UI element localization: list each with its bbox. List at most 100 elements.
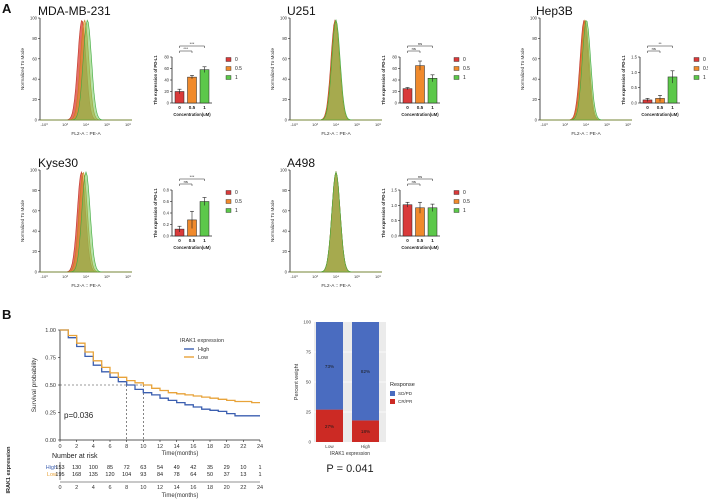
u251-bar-ytick-label: 0 [395,101,398,106]
risk-cell: 85 [107,465,113,471]
risk-cell: 84 [157,472,163,478]
u251-bar-category-label: 0.5 [417,105,424,110]
risk-cell: 1 [258,472,261,478]
hep3b-bar-category-label: 0.5 [657,105,664,110]
mda-flow-y-label: Normalized To Mode [20,48,25,90]
risk-cell: 130 [72,465,81,471]
risk-xtick-label: 12 [157,485,163,491]
u251-bar-legend-label: 1 [463,75,466,81]
risk-cell: 13 [240,472,246,478]
risk-xtick-label: 24 [257,485,263,491]
kyse30-bar-y-label: The expression of PD-L1 [153,188,158,238]
risk-cell: 72 [124,465,130,471]
a498-flow-xtick-label: 10⁵ [354,274,360,279]
km-curve-high [60,329,260,417]
a498-flow-histogram-2 [290,170,382,273]
panel-letter-a: A [2,1,12,16]
kyse30-bar-legend-swatch [225,190,232,195]
a498-bar-sig-bracket [407,183,421,186]
kyse30-flow-ytick-label: 100 [30,168,38,173]
a498-bar-bar-0 [402,204,413,237]
risk-xtick-label: 22 [240,485,246,491]
risk-cell: 35 [207,465,213,471]
hep3b-bar-legend-swatch [693,75,700,80]
a498-bar-sig-bracket [407,178,433,181]
risk-x-label: Time(months) [162,493,199,499]
hep3b-bar-legend-label: 1 [703,75,706,81]
mda-bar-legend-label: 1 [235,75,238,81]
u251-flow-ytick-label: 0 [285,118,288,123]
a498-bar-ytick-label: 0.0 [391,234,397,239]
kyse30-flow-xtick-label: -10³ [40,274,48,279]
risk-cell: 49 [174,465,180,471]
flow-title-hep3b: Hep3B [536,4,573,18]
risk-cell: 195 [55,472,64,478]
hep3b-bar-ytick-label: 0.5 [631,85,637,90]
km-curve-low [60,329,260,404]
stack-segment-label: 73% [325,364,334,369]
a498-flow-xtick-label: 10⁶ [375,274,381,279]
a498-flow-ytick-label: 20 [282,249,287,254]
stack-category-label: Low [325,444,334,449]
u251-flow-x-label: FL2-A :: PE-A [321,131,351,137]
a498-bar-legend-label: 0 [463,190,466,196]
hep3b-bar-legend-label: 0.5 [703,66,708,72]
hep3b-bar-sig-bracket [647,45,673,48]
hep3b-bar-ytick-label: 0.0 [631,101,637,106]
km-xtick-label: 2 [75,444,78,450]
mda-bar-bar-0.5 [187,76,197,104]
mda-flow-histogram-2 [40,19,132,121]
hep3b-flow-xtick-label: 10⁵ [604,122,610,127]
risk-xtick-label: 16 [190,485,196,491]
hep3b-bar-category-label: 1 [671,105,674,110]
mda-bar-category-label: 0 [178,105,181,110]
mda-flow-ytick-label: 100 [30,16,38,21]
flow-title-u251: U251 [287,4,316,18]
a498-bar-ytick-label: 1.0 [391,203,397,208]
u251-flow-ytick-label: 20 [282,97,287,102]
a498-bar-y-label: The expression of PD-L1 [381,188,386,238]
u251-bar-ytick-label: 40 [392,78,397,83]
stack-segment-label: 27% [325,424,334,429]
risk-cell: 135 [89,472,98,478]
mda-bar-ytick-label: 0 [167,101,170,106]
kyse30-flow-ytick-label: 40 [32,229,37,234]
a498-bar-legend-label: 0.5 [463,199,470,205]
stack-segment-sd-pd [352,322,379,421]
kyse30-bar-sig-bracket [179,183,193,186]
mda-bar-sig-label: *** [190,41,195,46]
hep3b-bar-ytick-label: 1.0 [631,70,637,75]
u251-bar-legend-label: 0.5 [463,66,470,72]
kyse30-bar-bar-1 [199,201,210,237]
u251-bar-y-label: The expression of PD-L1 [381,55,386,105]
kyse30-flow-ytick-label: 60 [32,208,37,213]
kyse30-bar-legend-swatch [225,208,232,213]
kyse30-bar-ytick-label: 0.0 [163,234,169,239]
flow-title-mda: MDA-MB-231 [38,4,111,18]
mda-flow-ytick-label: 40 [32,77,37,82]
mda-flow-ytick-label: 0 [35,118,38,123]
u251-bar-bar-1 [427,78,438,104]
risk-cell: 78 [174,472,180,478]
km-xtick-label: 18 [207,444,213,450]
u251-bar-sig-bracket [407,45,433,48]
mda-bar-ytick-label: 40 [164,78,169,83]
u251-flow-ytick-label: 80 [282,36,287,41]
kyse30-flow-ytick-label: 20 [32,249,37,254]
u251-flow-xtick-label: 10⁴ [333,122,339,127]
hep3b-flow-histogram-2 [540,20,632,121]
mda-flow-ytick-label: 20 [32,97,37,102]
kyse30-bar-category-label: 0.5 [189,238,196,243]
mda-bar-legend-label: 0 [235,57,238,63]
u251-bar-sig-bracket [407,50,421,53]
km-legend-label-low: Low [198,355,208,361]
km-xtick-label: 20 [224,444,230,450]
kyse30-bar-sig-bracket [179,178,205,181]
risk-group-label: IRAK1 expression [6,446,12,494]
mda-flow-xtick-label: -10³ [40,122,48,127]
mda-bar-legend-swatch [225,66,232,71]
kyse30-bar-ytick-label: 0.4 [163,211,169,216]
stack-segment-sd-pd [316,322,343,410]
hep3b-bar-ytick-label: 1.5 [631,55,637,60]
